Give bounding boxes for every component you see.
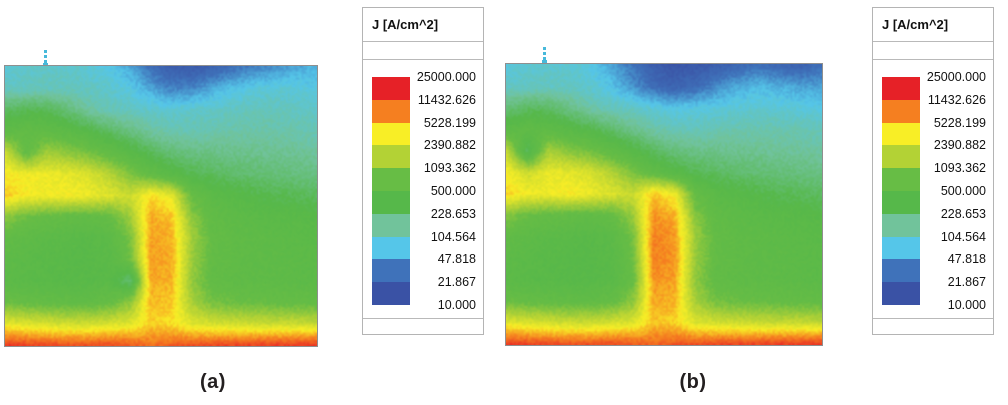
legend-scale: 25000.000 11432.626 5228.199 2390.882 1093.3… (873, 60, 993, 318)
heatmap-panel-a (4, 65, 318, 347)
colorbar-band (882, 99, 920, 123)
legend-tick-label: 1093.362 (423, 161, 476, 176)
legend-tick-label: 10.000 (947, 298, 986, 312)
legend-tick-label: 10.000 (437, 298, 476, 312)
colorbar-band (882, 259, 920, 283)
axis-indicator-icon (43, 50, 48, 66)
colorbar (372, 77, 410, 305)
colorbar-band (882, 77, 920, 100)
axis-indicator-icon (542, 47, 547, 63)
legend-tick-label: 21.867 (947, 275, 986, 290)
legend-tick-label: 500.000 (430, 184, 476, 198)
colorbar-band (372, 168, 410, 191)
legend-tick-label: 2390.882 (423, 138, 476, 153)
legend-spacer (873, 42, 993, 60)
colorbar-band (372, 259, 410, 283)
legend-tick-label: 5228.199 (933, 115, 986, 130)
legend-tick-label: 104.564 (940, 229, 986, 244)
legend-tick-label: 11432.626 (927, 92, 986, 107)
colorbar-band (372, 213, 410, 237)
legend-tick-label: 25000.000 (926, 70, 986, 84)
legend-tick-label: 2390.882 (933, 138, 986, 153)
heatmap-a-canvas (5, 66, 317, 346)
colorbar-band (882, 168, 920, 191)
colorbar-band (372, 99, 410, 123)
legend-spacer (363, 42, 483, 60)
colorbar-band (372, 77, 410, 100)
legend-title: J [A/cm^2] (873, 8, 993, 42)
legend-footer (873, 318, 993, 336)
legend-tick-label: 5228.199 (423, 115, 476, 130)
colorbar-band (372, 282, 410, 305)
colorbar-band (882, 145, 920, 169)
colorbar-legend-b: J [A/cm^2] 25000.000 11432.626 5228.199 239… (872, 7, 994, 335)
caption-b: (b) (679, 371, 707, 393)
colorbar-band (882, 236, 920, 260)
colorbar-band (882, 213, 920, 237)
colorbar-band (372, 145, 410, 169)
heatmap-panel-b (505, 63, 823, 346)
colorbar-band (372, 122, 410, 146)
legend-title: J [A/cm^2] (363, 8, 483, 42)
legend-scale: 25000.000 11432.626 5228.199 2390.882 1093.3… (363, 60, 483, 318)
legend-tick-label: 1093.362 (933, 161, 986, 176)
legend-tick-label: 21.867 (437, 275, 476, 290)
legend-tick-label: 47.818 (437, 252, 476, 267)
colorbar-band (882, 190, 920, 214)
heatmap-b-canvas (506, 64, 822, 345)
colorbar-band (372, 236, 410, 260)
colorbar-legend-a: J [A/cm^2] 25000.000 11432.626 5228.199 239… (362, 7, 484, 335)
legend-tick-label: 228.653 (940, 206, 986, 221)
colorbar (882, 77, 920, 305)
legend-tick-label: 228.653 (430, 206, 476, 221)
caption-a: (a) (200, 371, 226, 393)
legend-tick-label: 104.564 (430, 229, 476, 244)
legend-tick-label: 25000.000 (416, 70, 476, 84)
colorbar-band (372, 190, 410, 214)
colorbar-band (882, 282, 920, 305)
legend-tick-label: 11432.626 (417, 92, 476, 107)
colorbar-band (882, 122, 920, 146)
legend-tick-label: 47.818 (947, 252, 986, 267)
legend-tick-label: 500.000 (940, 184, 986, 198)
legend-footer (363, 318, 483, 336)
